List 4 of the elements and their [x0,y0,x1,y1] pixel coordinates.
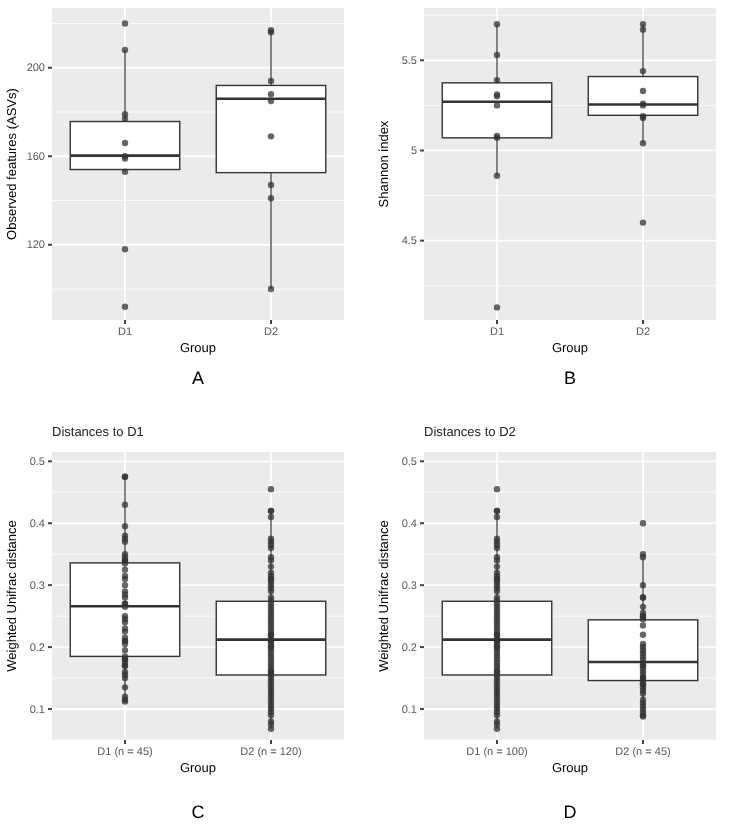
text: A [191,368,205,388]
text: D [563,802,578,822]
text: C [191,802,206,822]
text: B [563,368,577,388]
